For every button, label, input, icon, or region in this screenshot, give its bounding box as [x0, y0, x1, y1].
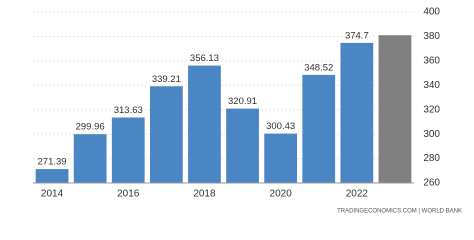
bar [73, 134, 107, 183]
chart: TRADINGECONOMICS.COM | WORLD BANK 260 280… [33, 7, 462, 215]
x-tick-label: 2020 [270, 189, 293, 200]
x-tick-label: 2014 [41, 189, 64, 200]
source: TRADINGECONOMICS.COM | WORLD BANK [337, 209, 462, 215]
y-tick-label: 260 [423, 178, 440, 189]
x-tick-label: 2018 [193, 189, 216, 200]
bar [378, 35, 412, 184]
y-tick-label: 400 [423, 7, 440, 18]
y-tick-label: 360 [423, 55, 440, 66]
x-tick-label: 2016 [117, 189, 140, 200]
value-label: 320.91 [228, 96, 257, 107]
y-tick-label: 320 [423, 104, 440, 115]
bar [340, 42, 374, 183]
y-tick-label: 300 [423, 129, 440, 140]
value-label: 356.13 [190, 53, 219, 64]
bar [188, 65, 221, 183]
value-label: 339.21 [152, 74, 181, 85]
bar [302, 74, 336, 183]
y-tick-label: 280 [423, 153, 440, 164]
value-label: 300.43 [266, 121, 295, 132]
value-label: 271.39 [38, 157, 67, 168]
value-label: 348.52 [304, 62, 333, 73]
x-tick-label: 2022 [346, 189, 369, 200]
value-label: 374.7 [345, 30, 369, 41]
bar [35, 169, 69, 183]
value-label: 299.96 [76, 122, 105, 133]
y-tick-label: 340 [423, 80, 440, 91]
bar [226, 108, 259, 183]
bar [111, 117, 145, 183]
y-tick-label: 380 [423, 31, 440, 42]
value-label: 313.63 [114, 105, 143, 116]
bar [264, 133, 298, 183]
bar [149, 86, 183, 183]
